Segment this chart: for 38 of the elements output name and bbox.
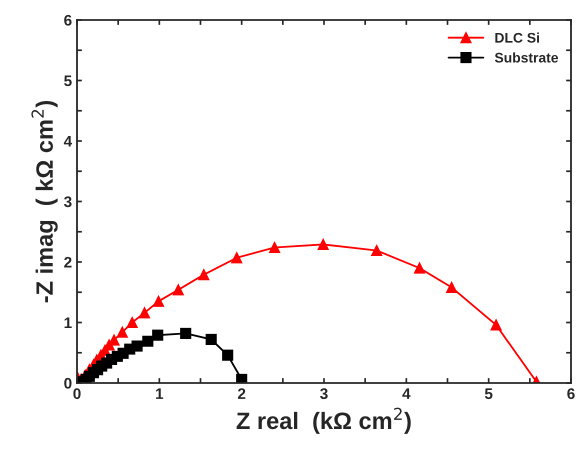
x-tick-label: 2 (238, 388, 246, 399)
x-tick-label: 5 (484, 388, 492, 400)
point (198, 269, 210, 280)
point (231, 252, 242, 264)
point (152, 330, 164, 341)
point (371, 244, 382, 256)
x-tick-label: 4 (402, 388, 410, 399)
x-tick-label: 1 (156, 388, 164, 399)
y-axis-title: -Z imag ( kΩ cm$^{2}$) (31, 100, 58, 302)
point (446, 282, 458, 293)
point (152, 296, 164, 307)
point (126, 316, 138, 328)
point (269, 242, 280, 254)
legend-label: Substrate (494, 52, 558, 63)
x-tick-label: 3 (320, 388, 328, 400)
y-tick-label: 4 (64, 136, 72, 147)
y-tick-label: 3 (64, 196, 72, 208)
point (180, 328, 192, 339)
x-tick-label: 6 (567, 388, 575, 400)
legend-label: DLC Si (495, 32, 539, 43)
x-tick-label: 0 (73, 388, 81, 400)
point (142, 336, 154, 347)
point (116, 326, 128, 338)
point (132, 340, 143, 352)
y-tick-label: 0 (64, 378, 72, 389)
y-tick-label: 1 (64, 318, 72, 328)
y-tick-label: 5 (64, 76, 72, 86)
point (222, 350, 234, 361)
point (206, 334, 217, 345)
y-tick-label: 6 (64, 14, 72, 26)
y-tick-label: 2 (64, 256, 72, 268)
point (236, 374, 248, 383)
point (414, 262, 426, 274)
x-axis-title: Z real (kΩ cm$^{2}$) (236, 408, 411, 434)
point (138, 307, 150, 318)
point (318, 238, 329, 250)
point (172, 284, 184, 296)
point (490, 319, 502, 330)
